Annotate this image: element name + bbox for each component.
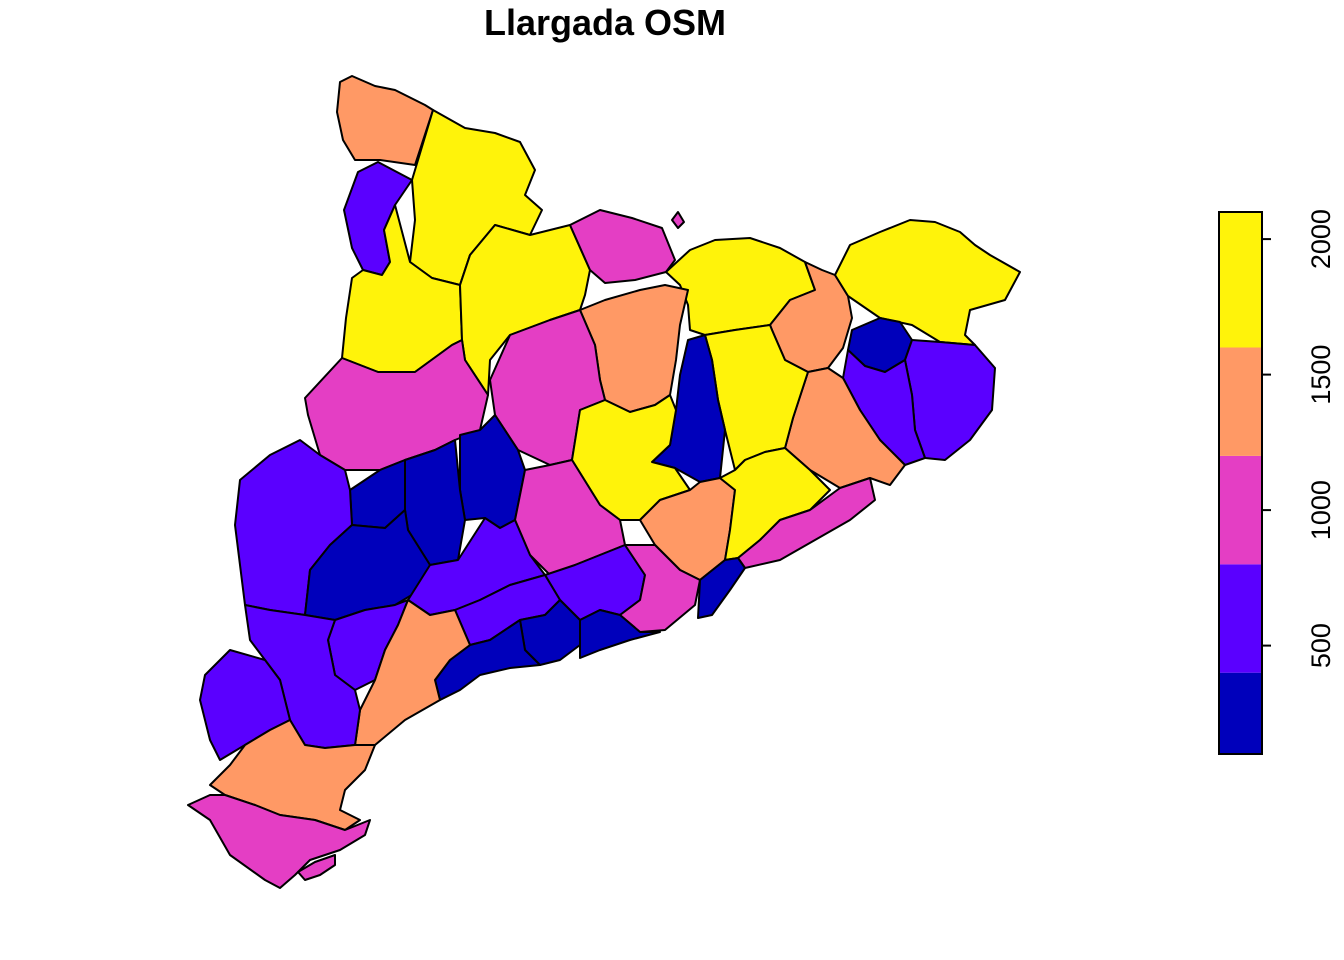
region-garraf: [579, 609, 661, 659]
region-cerdanya: [569, 209, 676, 284]
region-bages: [571, 394, 691, 521]
legend-bin-0: [1219, 672, 1262, 754]
region-maresme: [737, 477, 876, 569]
legend-tick-label: 500: [1306, 623, 1336, 668]
legend-bin-2: [1219, 455, 1262, 565]
region-alt-urgell: [459, 224, 591, 396]
legend-frame: [1218, 211, 1263, 755]
region-delta-tip: [297, 854, 336, 881]
region-alt-emporda: [834, 219, 1021, 346]
region-baix-camp: [354, 599, 471, 746]
legend-tick-label: 1500: [1306, 345, 1336, 405]
map-title: Llargada OSM: [483, 2, 727, 43]
legend-tick-label: 2000: [1306, 209, 1336, 269]
legend-bin-1: [1219, 564, 1262, 673]
region-islet: [671, 211, 685, 229]
legend-bin-4: [1219, 212, 1262, 348]
legend-bin-3: [1219, 347, 1262, 456]
region-montsia: [187, 794, 371, 889]
legend-tick-label: 1000: [1306, 480, 1336, 540]
region-barcelones: [697, 557, 746, 619]
region-valles-occidental: [619, 544, 701, 633]
region-anoia: [514, 459, 626, 576]
